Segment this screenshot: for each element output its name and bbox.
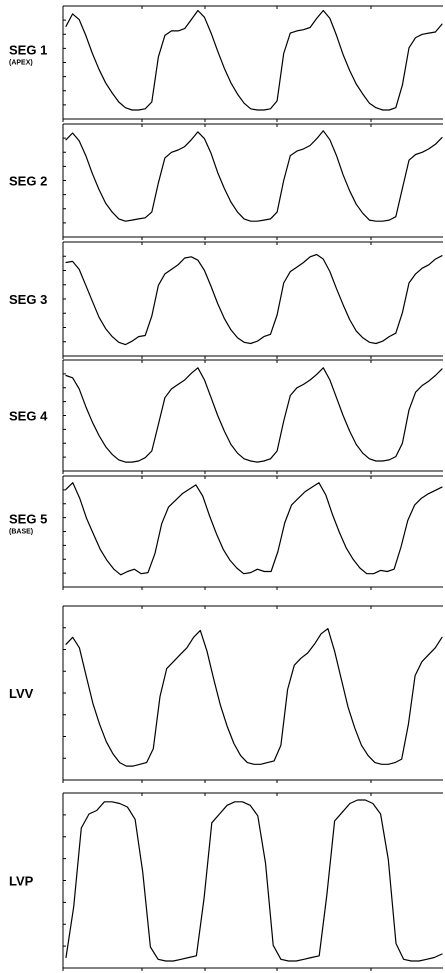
panel-seg-2: SEG 2 xyxy=(9,123,443,240)
panel-lvv: LVV xyxy=(9,605,443,783)
trace-seg-5 xyxy=(65,482,443,576)
panel-seg-5: SEG 5 (BASE) xyxy=(9,475,443,590)
panel-label: SEG 4 xyxy=(9,409,48,424)
panel-label: LVP xyxy=(9,874,34,889)
trace-seg-2 xyxy=(65,130,443,222)
panel-label: SEG 2 xyxy=(9,174,47,189)
panel-sublabel: (BASE) xyxy=(9,529,33,536)
panel-label: SEG 1 xyxy=(9,43,47,58)
trace-seg-4 xyxy=(65,367,443,463)
panel-sublabel: (APEX) xyxy=(9,60,33,67)
panel-lvp: LVP xyxy=(9,792,443,971)
panel-label: LVV xyxy=(9,686,34,701)
panel-seg-1: SEG 1 (APEX) xyxy=(9,5,443,122)
panel-label: SEG 5 xyxy=(9,512,47,527)
panel-seg-3: SEG 3 xyxy=(9,241,443,359)
trace-seg-3 xyxy=(65,253,443,346)
trace-lvp xyxy=(65,799,443,962)
trace-lvv xyxy=(65,627,443,767)
panel-label: SEG 3 xyxy=(9,292,47,307)
panel-seg-4: SEG 4 xyxy=(9,359,443,474)
trace-seg-1 xyxy=(65,9,443,111)
